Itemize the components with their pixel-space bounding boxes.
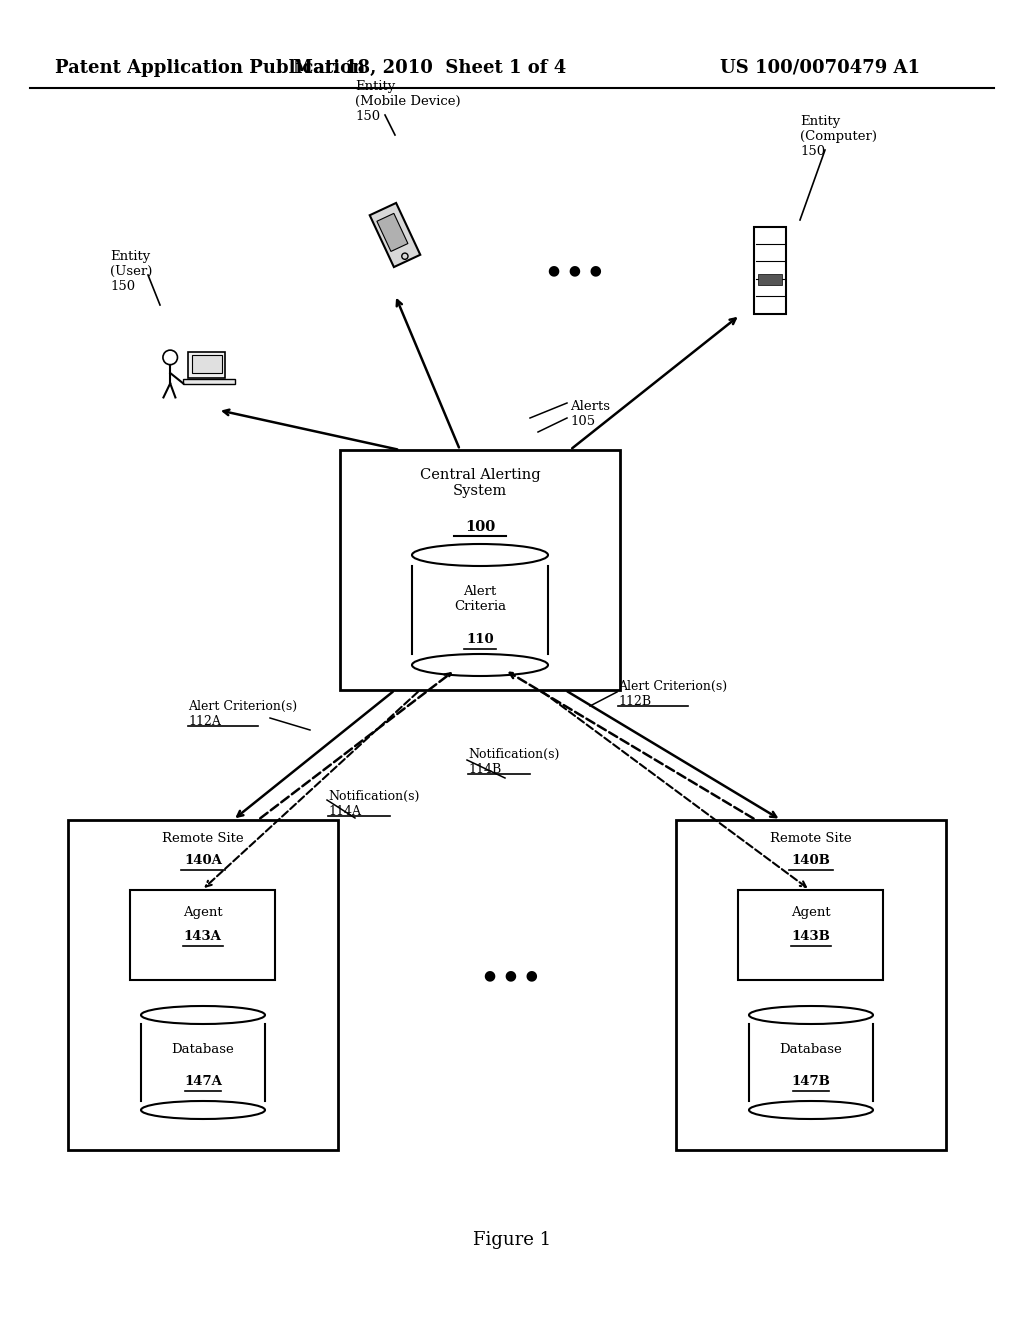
Text: 100: 100 (465, 520, 496, 535)
Bar (738, 890, 883, 979)
Text: Agent: Agent (791, 906, 830, 919)
Bar (676, 820, 946, 1150)
Bar (754, 227, 786, 314)
Text: Patent Application Publication: Patent Application Publication (55, 59, 366, 77)
Text: Remote Site: Remote Site (770, 832, 852, 845)
Bar (191, 355, 221, 374)
Text: Alert Criterion(s)
112A: Alert Criterion(s) 112A (188, 700, 297, 729)
Bar (183, 379, 236, 384)
Text: ●  ●  ●: ● ● ● (484, 968, 538, 982)
Text: Notification(s)
114B: Notification(s) 114B (468, 748, 559, 776)
Text: Entity
(Mobile Device)
150: Entity (Mobile Device) 150 (355, 81, 461, 123)
Text: 140B: 140B (792, 854, 830, 867)
Text: Database: Database (172, 1043, 234, 1056)
Bar (412, 566, 548, 653)
Text: Figure 1: Figure 1 (473, 1232, 551, 1249)
Text: Entity
(User)
150: Entity (User) 150 (110, 249, 153, 293)
Bar (749, 1024, 873, 1101)
Ellipse shape (141, 1101, 265, 1119)
Text: 110: 110 (466, 634, 494, 645)
Text: Alert
Criteria: Alert Criteria (454, 585, 506, 612)
Bar (141, 1024, 265, 1101)
Bar (188, 352, 225, 379)
Bar (130, 890, 275, 979)
Text: Database: Database (779, 1043, 843, 1056)
Text: Remote Site: Remote Site (162, 832, 244, 845)
Text: Entity
(Computer)
150: Entity (Computer) 150 (800, 115, 877, 158)
Text: US 100/0070479 A1: US 100/0070479 A1 (720, 59, 920, 77)
Ellipse shape (141, 1006, 265, 1024)
Text: Alerts
105: Alerts 105 (570, 400, 610, 428)
Ellipse shape (749, 1006, 873, 1024)
Text: 143B: 143B (792, 931, 829, 942)
Text: ●  ●  ●: ● ● ● (548, 263, 602, 277)
Bar (758, 275, 782, 285)
Text: Agent: Agent (182, 906, 222, 919)
Text: 147B: 147B (792, 1074, 830, 1088)
Text: Alert Criterion(s)
112B: Alert Criterion(s) 112B (618, 680, 727, 708)
Ellipse shape (412, 653, 548, 676)
Bar (340, 450, 620, 690)
Ellipse shape (749, 1101, 873, 1119)
Bar (68, 820, 338, 1150)
Text: 140A: 140A (184, 854, 222, 867)
Ellipse shape (412, 544, 548, 566)
Text: 143A: 143A (183, 931, 221, 942)
Polygon shape (370, 203, 420, 267)
Text: 147A: 147A (184, 1074, 222, 1088)
Polygon shape (377, 214, 408, 251)
Text: Notification(s)
114A: Notification(s) 114A (328, 789, 420, 818)
Text: Mar. 18, 2010  Sheet 1 of 4: Mar. 18, 2010 Sheet 1 of 4 (293, 59, 566, 77)
Text: Central Alerting
System: Central Alerting System (420, 469, 541, 498)
